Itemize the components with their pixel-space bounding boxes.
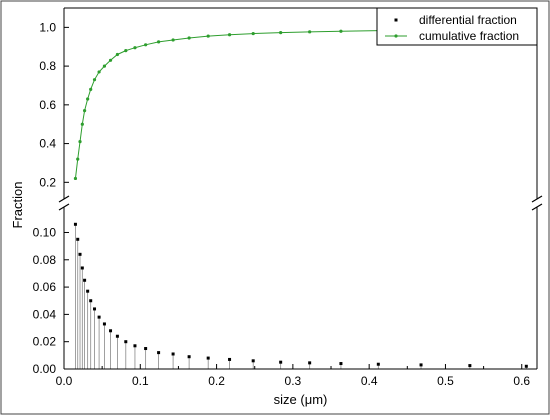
legend-label: differential fraction xyxy=(419,13,517,27)
differential-point xyxy=(157,351,161,355)
legend-symbol-marker xyxy=(394,34,398,38)
differential-point xyxy=(251,359,255,363)
differential-point xyxy=(339,362,343,366)
legend-label: cumulative fraction xyxy=(419,29,519,43)
cumulative-point xyxy=(102,64,107,68)
y-upper-tick-label: 1.0 xyxy=(39,20,56,34)
cumulative-point xyxy=(82,109,87,113)
y-upper-tick-label: 0.4 xyxy=(39,137,56,151)
axis-break-mark-left-2 xyxy=(58,203,70,211)
differential-point xyxy=(171,352,175,356)
x-tick-label: 0.1 xyxy=(132,374,149,388)
differential-point xyxy=(86,289,90,293)
x-tick-label: 0.2 xyxy=(208,374,225,388)
cumulative-point xyxy=(339,29,343,33)
differential-point xyxy=(376,362,380,366)
series-0 xyxy=(73,27,528,181)
differential-point xyxy=(206,356,210,360)
y-lower-tick-label: 0.00 xyxy=(33,362,57,376)
y-lower-tick-label: 0.04 xyxy=(33,307,57,321)
differential-point xyxy=(308,361,312,365)
legend-symbol-marker xyxy=(394,18,398,22)
legend-box xyxy=(376,7,538,46)
differential-point xyxy=(83,278,87,282)
differential-point xyxy=(124,340,128,344)
differential-point xyxy=(89,299,93,303)
series-1 xyxy=(73,222,528,369)
x-tick-label: 0.0 xyxy=(56,374,73,388)
y-upper-tick-label: 0.6 xyxy=(39,98,56,112)
cumulative-point xyxy=(89,87,93,91)
cumulative-point xyxy=(227,33,232,37)
differential-point xyxy=(468,364,472,368)
differential-point xyxy=(93,307,97,311)
y-lower-tick-label: 0.06 xyxy=(33,280,57,294)
y-lower-tick-label: 0.08 xyxy=(33,253,57,267)
differential-point xyxy=(524,364,528,368)
x-tick-label: 0.5 xyxy=(437,374,454,388)
differential-point xyxy=(419,363,423,367)
differential-point xyxy=(102,322,106,326)
cumulative-point xyxy=(308,30,312,34)
cumulative-point xyxy=(86,97,90,101)
axis-break-mark-left-1 xyxy=(58,195,70,203)
y-upper-tick-label: 0.2 xyxy=(39,175,56,189)
differential-point xyxy=(279,360,283,364)
cumulative-point xyxy=(108,58,113,62)
axes: 0.0 0.1 0.2 0.3 0.4 0.5 0.6 0.2 0.4 0.6 0.8 1.0 0.00… xyxy=(10,7,543,407)
y-lower-tick-label: 0.02 xyxy=(33,335,57,349)
cumulative-line xyxy=(74,28,527,179)
differential-point xyxy=(80,266,84,270)
x-tick-label: 0.3 xyxy=(285,374,302,388)
cumulative-point xyxy=(124,49,128,53)
x-tick-label: 0.4 xyxy=(361,374,378,388)
cumulative-point xyxy=(92,78,97,82)
y-upper-tick-label: 0.8 xyxy=(39,59,56,73)
differential-point xyxy=(133,344,137,348)
x-tick-label: 0.6 xyxy=(513,374,530,388)
differential-point xyxy=(228,357,232,361)
cumulative-point xyxy=(187,36,191,40)
cumulative-point xyxy=(144,43,148,47)
axis-break-mark-right-1 xyxy=(531,195,543,203)
y-axis-title: Fraction xyxy=(10,182,25,229)
differential-point xyxy=(109,329,113,333)
cumulative-point xyxy=(279,30,283,35)
cumulative-point xyxy=(115,52,120,57)
x-axis-title: size (μm) xyxy=(274,392,328,407)
cumulative-point xyxy=(78,140,82,144)
cumulative-point xyxy=(80,122,84,126)
differential-point xyxy=(78,252,82,256)
differential-point xyxy=(115,334,119,338)
differential-point xyxy=(144,347,148,351)
differential-point xyxy=(97,315,101,319)
cumulative-point xyxy=(171,38,175,42)
cumulative-point xyxy=(73,176,78,181)
cumulative-point xyxy=(157,40,161,44)
differential-point xyxy=(73,222,77,226)
differential-point xyxy=(187,355,191,359)
cumulative-point xyxy=(206,34,210,38)
differential-point xyxy=(76,237,80,241)
legend: differential fraction cumulative fraction xyxy=(376,7,538,46)
cumulative-point xyxy=(133,46,137,50)
axis-break-mark-right-2 xyxy=(531,203,543,211)
cumulative-point xyxy=(251,31,255,36)
cumulative-point xyxy=(76,157,80,161)
cumulative-point xyxy=(97,70,101,74)
plot-area xyxy=(73,27,528,369)
y-lower-tick-label: 0.10 xyxy=(33,225,57,239)
